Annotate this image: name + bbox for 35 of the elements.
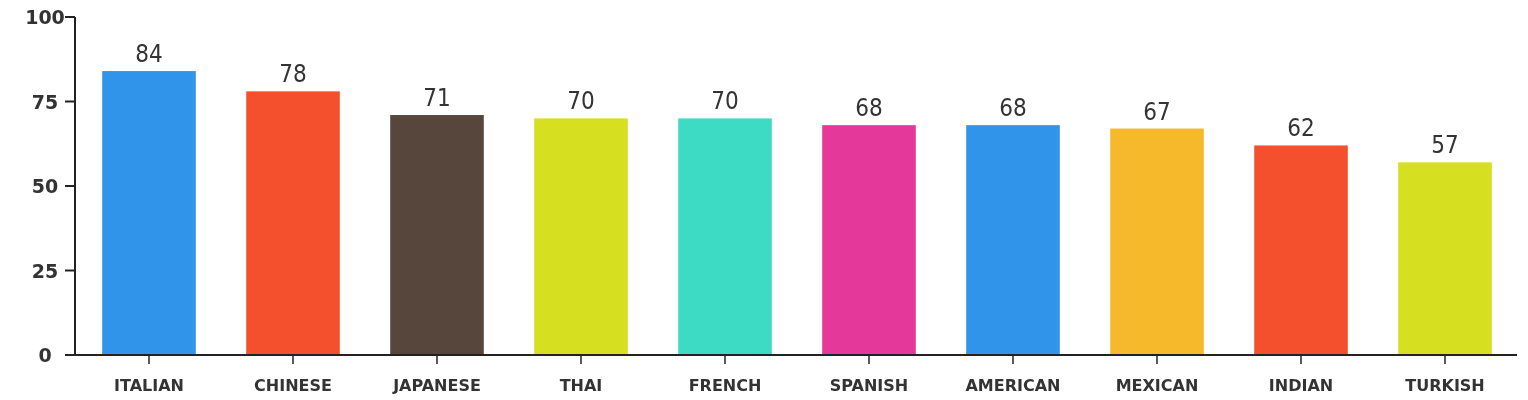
bar <box>390 115 484 355</box>
bar <box>534 118 628 355</box>
data-label: 84 <box>135 40 163 69</box>
data-label: 78 <box>279 60 307 89</box>
x-tick-label: SPANISH <box>829 376 909 395</box>
x-tick-label: TURKISH <box>1405 376 1485 395</box>
data-label: 70 <box>567 87 595 116</box>
data-label: 62 <box>1287 114 1315 143</box>
data-label: 68 <box>855 94 883 123</box>
bar <box>246 91 340 355</box>
y-tick-label: 100 <box>25 6 65 28</box>
x-tick-label: CHINESE <box>254 376 332 395</box>
x-tick-label: INDIAN <box>1268 376 1334 395</box>
bar <box>102 71 196 355</box>
x-tick-label: FRENCH <box>688 376 762 395</box>
bar <box>966 125 1060 355</box>
data-label: 70 <box>711 87 739 116</box>
y-tick-label: 50 <box>31 175 59 197</box>
y-tick-label: 25 <box>31 259 59 282</box>
data-label: 57 <box>1431 131 1459 160</box>
bar <box>678 118 772 355</box>
bar <box>1110 128 1204 355</box>
data-label: 71 <box>423 84 451 113</box>
data-label: 67 <box>1143 97 1171 126</box>
y-tick-label: 75 <box>31 90 59 113</box>
bar <box>822 125 916 355</box>
x-tick-label: JAPANESE <box>392 376 481 395</box>
y-tick-label: 0 <box>38 344 52 366</box>
x-tick-label: ITALIAN <box>114 376 184 395</box>
bar <box>1254 145 1348 355</box>
x-tick-label: MEXICAN <box>1115 376 1199 395</box>
x-tick-label: AMERICAN <box>965 376 1061 395</box>
x-tick-label: THAI <box>559 376 603 395</box>
data-label: 68 <box>999 94 1027 123</box>
bar <box>1398 162 1492 355</box>
